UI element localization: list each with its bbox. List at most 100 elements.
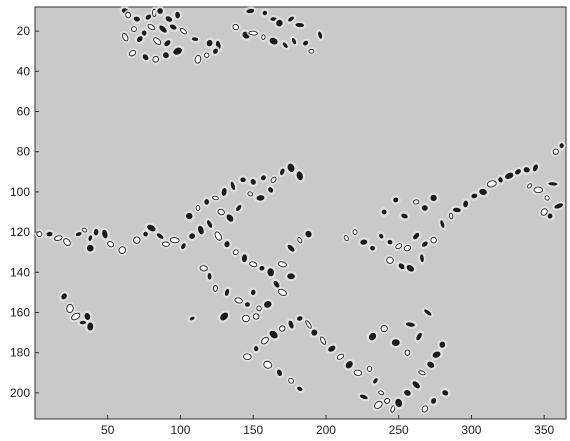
light-spot xyxy=(527,183,533,189)
dark-spot xyxy=(159,25,167,33)
dark-spot xyxy=(136,36,143,43)
dark-spot xyxy=(259,265,265,271)
dark-spot xyxy=(420,254,424,263)
light-spot xyxy=(279,325,286,332)
light-spot xyxy=(122,32,129,42)
light-spot xyxy=(194,54,202,64)
dark-spot xyxy=(439,341,446,348)
dark-spot xyxy=(398,263,405,270)
dark-spot xyxy=(287,163,295,172)
dark-spot xyxy=(189,316,195,321)
dark-spot xyxy=(142,54,149,61)
light-spot xyxy=(270,176,277,183)
dark-spot xyxy=(145,14,152,20)
right-edge-cluster xyxy=(525,140,566,221)
dark-spot xyxy=(422,205,428,211)
dark-spot xyxy=(260,175,266,181)
dark-spot xyxy=(287,244,295,252)
dark-spot xyxy=(250,179,256,185)
dark-spot xyxy=(133,16,140,22)
dark-spot xyxy=(46,231,53,237)
light-spot xyxy=(243,353,252,361)
dark-spot xyxy=(75,232,82,237)
light-spot xyxy=(66,303,74,313)
light-spot xyxy=(217,208,225,216)
light-spot xyxy=(133,236,141,244)
light-spot xyxy=(147,23,156,31)
dark-spot xyxy=(404,389,411,396)
light-spot xyxy=(288,377,294,384)
light-spot xyxy=(152,55,159,63)
light-spot xyxy=(71,312,81,321)
spot-layer xyxy=(34,5,566,415)
x-tick-label: 150 xyxy=(243,423,263,437)
dark-spot xyxy=(181,243,186,250)
light-spot xyxy=(305,320,312,329)
dark-spot xyxy=(427,361,435,368)
light-spot xyxy=(308,48,315,54)
dark-spot xyxy=(241,254,248,263)
dark-spot xyxy=(269,330,278,339)
top-left-cluster xyxy=(119,5,223,66)
light-spot xyxy=(297,237,303,244)
light-spot xyxy=(204,52,210,58)
dark-spot xyxy=(498,177,503,183)
light-spot xyxy=(107,241,115,248)
light-spot xyxy=(260,336,269,345)
top-middle-cluster xyxy=(230,6,325,56)
light-spot xyxy=(403,245,412,252)
light-spot xyxy=(234,297,243,304)
y-tick-label: 120 xyxy=(10,225,30,239)
light-spot xyxy=(179,27,187,35)
dark-spot xyxy=(273,281,280,288)
light-spot xyxy=(128,50,137,57)
dark-spot xyxy=(141,30,147,36)
light-spot xyxy=(232,23,239,31)
y-tick-label: 100 xyxy=(10,185,30,199)
dark-spot xyxy=(311,329,318,336)
dark-spot xyxy=(405,322,415,327)
dark-spot xyxy=(221,187,227,196)
dark-spot xyxy=(291,38,297,45)
dark-spot xyxy=(268,187,274,193)
light-spot xyxy=(395,243,403,250)
light-spot xyxy=(336,353,345,360)
light-spot xyxy=(195,205,201,211)
y-tick-label: 80 xyxy=(17,145,31,159)
light-spot xyxy=(81,227,88,233)
light-spot xyxy=(386,256,394,264)
dark-spot xyxy=(288,16,294,22)
dark-spot xyxy=(256,195,265,201)
light-spot xyxy=(367,365,373,372)
dark-spot xyxy=(230,181,235,191)
dark-spot xyxy=(359,394,368,400)
dark-spot xyxy=(515,169,521,175)
dark-spot xyxy=(373,378,378,384)
dark-spot xyxy=(505,172,514,179)
dark-spot xyxy=(165,16,173,22)
light-spot xyxy=(343,235,349,242)
dark-spot xyxy=(287,273,295,280)
dark-spot xyxy=(387,239,393,245)
dark-spot xyxy=(236,204,242,212)
y-axis: 20 40 60 80 100 120 140 160 180 200 xyxy=(10,24,39,400)
dark-spot xyxy=(244,302,250,307)
light-spot xyxy=(63,238,71,247)
light-spot xyxy=(212,284,218,292)
light-spot xyxy=(352,229,358,235)
light-spot xyxy=(404,349,411,356)
dark-spot xyxy=(164,40,171,47)
dark-spot xyxy=(204,199,209,205)
light-spot xyxy=(384,397,391,404)
dark-spot xyxy=(173,47,182,55)
dark-spot xyxy=(368,332,377,341)
dark-spot xyxy=(240,177,246,183)
x-tick-label: 250 xyxy=(389,423,409,437)
right-center-cluster xyxy=(341,161,541,274)
dark-spot xyxy=(88,235,93,241)
dark-spot xyxy=(424,309,432,316)
dark-spot xyxy=(189,233,195,239)
y-tick-label: 40 xyxy=(17,64,31,78)
dark-spot xyxy=(463,200,469,208)
